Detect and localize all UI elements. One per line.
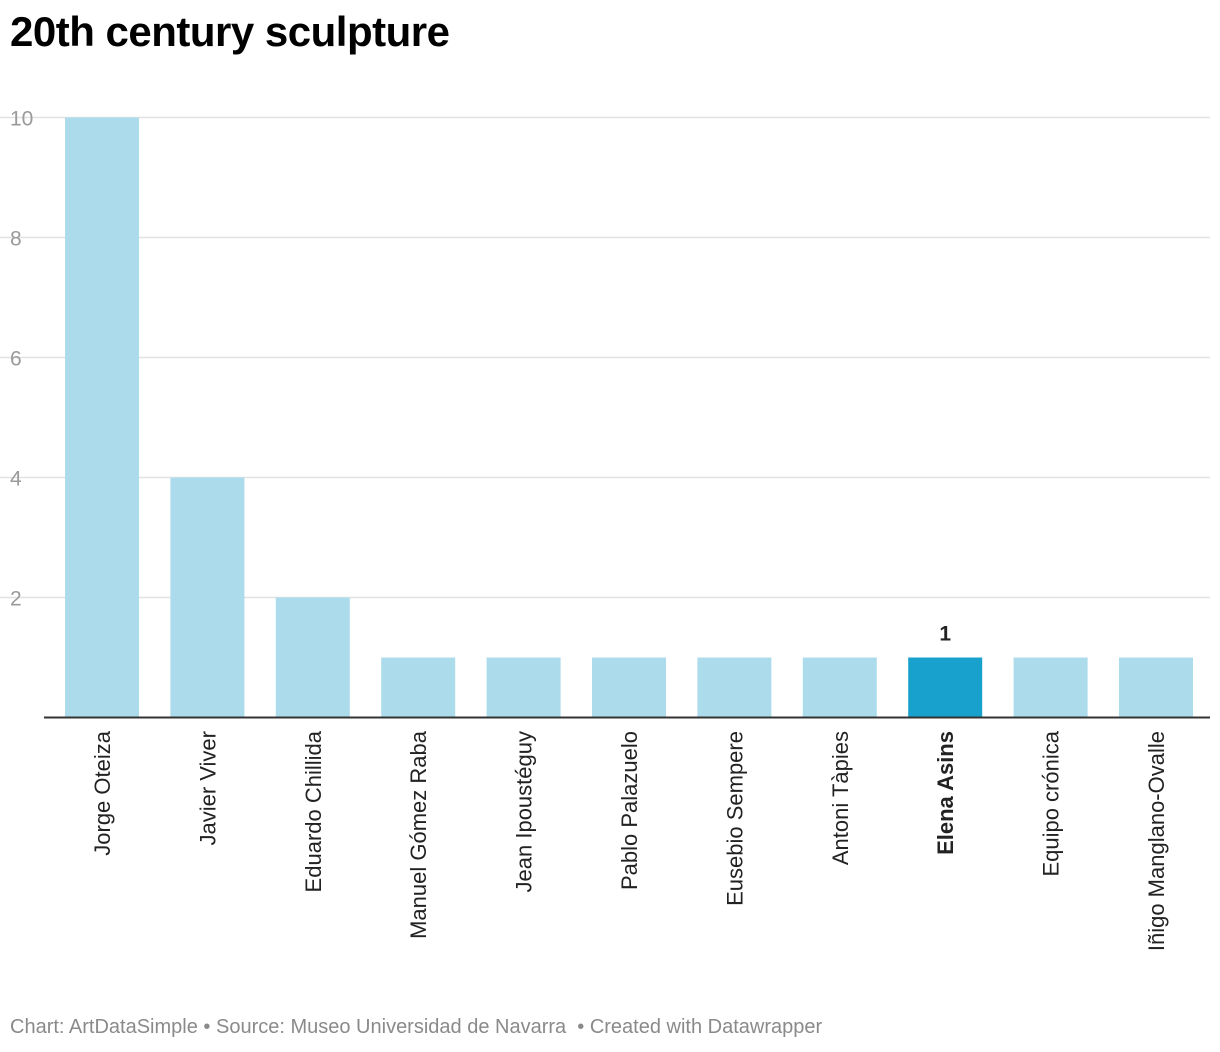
bar bbox=[381, 657, 456, 718]
category-label: Pablo Palazuelo bbox=[617, 731, 642, 890]
bar bbox=[802, 657, 877, 718]
bars bbox=[65, 117, 1193, 718]
y-axis-ticks: 2 4 6 8 10 bbox=[10, 108, 33, 611]
category-label: Elena Asins bbox=[933, 731, 958, 855]
y-tick-label: 8 bbox=[10, 228, 22, 251]
bar bbox=[170, 477, 245, 718]
category-label: Javier Viver bbox=[195, 731, 220, 846]
category-label: Manuel Gómez Raba bbox=[406, 730, 431, 939]
bar bbox=[908, 657, 983, 718]
chart-credit: Chart: ArtDataSimple bbox=[10, 1016, 198, 1038]
bar bbox=[486, 657, 561, 718]
bar bbox=[697, 657, 772, 718]
footer-separator: • bbox=[566, 1016, 590, 1038]
bar bbox=[592, 657, 666, 718]
created-with-credit: Created with Datawrapper bbox=[589, 1016, 823, 1038]
value-labels: 1 bbox=[939, 623, 951, 646]
x-axis-labels: Jorge Oteiza Javier Viver Eduardo Chillida… bbox=[90, 730, 1169, 951]
bar bbox=[1119, 657, 1193, 718]
category-label: Equipo crónica bbox=[1039, 730, 1064, 876]
category-label: Antoni Tàpies bbox=[828, 731, 853, 865]
bar bbox=[1013, 657, 1088, 718]
bar bbox=[275, 597, 350, 718]
chart-title: 20th century sculpture bbox=[10, 8, 450, 55]
value-label: 1 bbox=[939, 623, 951, 646]
category-label: Iñigo Manglano-Ovalle bbox=[1144, 731, 1169, 951]
source-credit: Source: Museo Universidad de Navarra bbox=[215, 1016, 567, 1038]
category-label: Jorge Oteiza bbox=[90, 730, 115, 855]
category-label: Eusebio Sempere bbox=[722, 731, 747, 906]
footer: Chart: ArtDataSimple • Source: Museo Uni… bbox=[10, 1016, 822, 1039]
footer-separator: • bbox=[197, 1016, 216, 1038]
category-label: Eduardo Chillida bbox=[301, 730, 326, 892]
y-tick-label: 2 bbox=[10, 588, 22, 611]
bar bbox=[65, 117, 139, 718]
bar-chart: 2 4 6 8 10 1 Jorge Oteiza Javier Viver Eduardo… bbox=[0, 108, 1210, 951]
y-tick-label: 10 bbox=[10, 108, 33, 131]
category-label: Jean Ipoustéguy bbox=[512, 731, 537, 892]
y-tick-label: 4 bbox=[10, 468, 22, 491]
y-tick-label: 6 bbox=[10, 348, 22, 371]
